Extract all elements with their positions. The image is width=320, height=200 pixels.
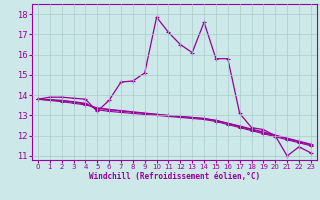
- X-axis label: Windchill (Refroidissement éolien,°C): Windchill (Refroidissement éolien,°C): [89, 172, 260, 181]
